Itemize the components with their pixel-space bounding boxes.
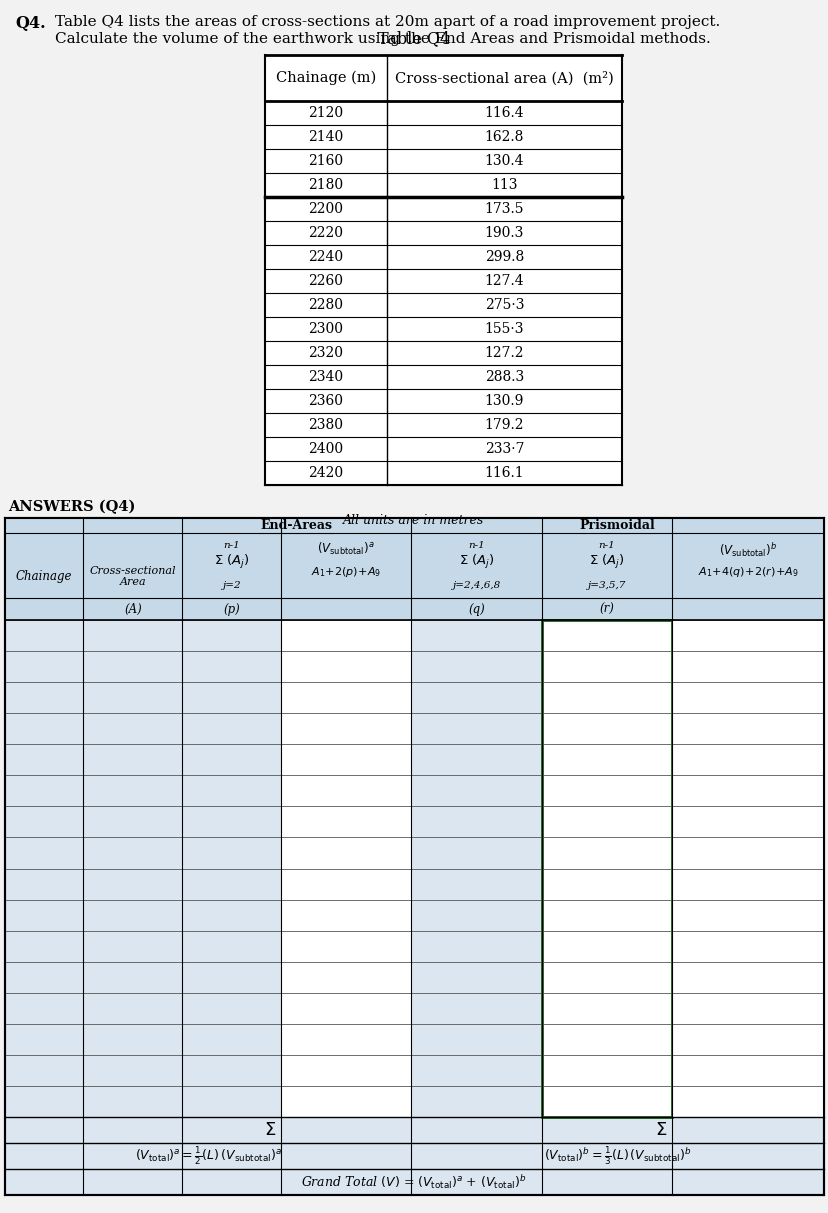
Text: 2120: 2120 bbox=[308, 106, 343, 120]
Text: All units are in metres: All units are in metres bbox=[343, 514, 484, 526]
Text: $(V_{\rm subtotal})^b$: $(V_{\rm subtotal})^b$ bbox=[718, 541, 776, 559]
Text: 130.9: 130.9 bbox=[484, 394, 523, 408]
Text: 162.8: 162.8 bbox=[484, 130, 523, 144]
Text: 2280: 2280 bbox=[308, 298, 343, 312]
Text: 2220: 2220 bbox=[308, 226, 343, 240]
Text: j=3,5,7: j=3,5,7 bbox=[587, 581, 625, 590]
Bar bbox=[281, 620, 411, 1117]
Text: Chainage (m): Chainage (m) bbox=[276, 70, 376, 85]
Text: 2140: 2140 bbox=[308, 130, 344, 144]
Text: 116.1: 116.1 bbox=[484, 466, 523, 480]
Text: $(V_{\rm total})^b = \frac{1}{3}(L)\,(V_{\rm subtotal})^b$: $(V_{\rm total})^b = \frac{1}{3}(L)\,(V_… bbox=[543, 1145, 691, 1167]
Text: 116.4: 116.4 bbox=[484, 106, 523, 120]
Bar bbox=[5, 518, 823, 1195]
Text: (A): (A) bbox=[124, 603, 142, 615]
Text: 130.4: 130.4 bbox=[484, 154, 523, 167]
Text: $\Sigma\ (A_j)$: $\Sigma\ (A_j)$ bbox=[458, 553, 494, 571]
Text: $\Sigma\ (A_j)$: $\Sigma\ (A_j)$ bbox=[588, 553, 624, 571]
Text: 2160: 2160 bbox=[308, 154, 343, 167]
Text: $A_1\!+\!4(q)\!+\!2(r)\!+\!A_9$: $A_1\!+\!4(q)\!+\!2(r)\!+\!A_9$ bbox=[697, 565, 797, 579]
Text: $\Sigma$: $\Sigma$ bbox=[263, 1121, 276, 1139]
Text: $\Sigma$: $\Sigma$ bbox=[654, 1121, 667, 1139]
Text: 2420: 2420 bbox=[308, 466, 343, 480]
Text: (p): (p) bbox=[223, 603, 240, 615]
Text: 179.2: 179.2 bbox=[484, 418, 523, 432]
Text: $(V_{\rm total})^a = \frac{1}{2}(L)\,(V_{\rm subtotal})^a$: $(V_{\rm total})^a = \frac{1}{2}(L)\,(V_… bbox=[135, 1145, 282, 1167]
Text: 173.5: 173.5 bbox=[484, 203, 523, 216]
Text: 288.3: 288.3 bbox=[484, 370, 523, 385]
Text: 233·7: 233·7 bbox=[484, 442, 523, 456]
Text: 113: 113 bbox=[491, 178, 518, 192]
Text: Table Q4: Table Q4 bbox=[378, 30, 450, 47]
Text: (q): (q) bbox=[468, 603, 484, 615]
Text: 275·3: 275·3 bbox=[484, 298, 523, 312]
Text: n-1: n-1 bbox=[598, 541, 614, 549]
Bar bbox=[672, 620, 823, 1117]
Text: Grand Total $(V)$ = $(V_{\rm total})^a$ + $(V_{\rm total})^b$: Grand Total $(V)$ = $(V_{\rm total})^a$ … bbox=[301, 1173, 526, 1191]
Text: End-Areas: End-Areas bbox=[261, 519, 333, 533]
Text: 127.4: 127.4 bbox=[484, 274, 523, 287]
Text: 2360: 2360 bbox=[308, 394, 343, 408]
Bar bbox=[265, 55, 621, 485]
Text: j=2: j=2 bbox=[222, 581, 241, 590]
Text: Cross-sectional area (A)  (m²): Cross-sectional area (A) (m²) bbox=[395, 70, 614, 85]
Text: Q4.: Q4. bbox=[15, 15, 46, 32]
Text: 2380: 2380 bbox=[308, 418, 343, 432]
Bar bbox=[5, 518, 823, 620]
Text: 127.2: 127.2 bbox=[484, 346, 523, 360]
Text: $(V_{\rm subtotal})^a$: $(V_{\rm subtotal})^a$ bbox=[317, 541, 375, 557]
Text: ANSWERS (Q4): ANSWERS (Q4) bbox=[8, 500, 135, 514]
Text: 2260: 2260 bbox=[308, 274, 343, 287]
Text: Cross-sectional
Area: Cross-sectional Area bbox=[89, 565, 176, 587]
Text: Table Q4 lists the areas of cross-sections at 20m apart of a road improvement pr: Table Q4 lists the areas of cross-sectio… bbox=[55, 15, 720, 29]
Text: 2180: 2180 bbox=[308, 178, 343, 192]
Text: 2320: 2320 bbox=[308, 346, 343, 360]
Text: $A_1\!+\!2(p)\!+\!A_9$: $A_1\!+\!2(p)\!+\!A_9$ bbox=[310, 565, 381, 579]
Text: 2200: 2200 bbox=[308, 203, 343, 216]
Text: Prismoidal: Prismoidal bbox=[579, 519, 655, 533]
Text: n-1: n-1 bbox=[223, 541, 240, 549]
Text: 155·3: 155·3 bbox=[484, 321, 523, 336]
Text: 2400: 2400 bbox=[308, 442, 343, 456]
Text: Chainage: Chainage bbox=[16, 570, 72, 583]
Bar bbox=[542, 620, 672, 1117]
Text: 299.8: 299.8 bbox=[484, 250, 523, 264]
Text: j=2,4,6,8: j=2,4,6,8 bbox=[452, 581, 500, 590]
Text: n-1: n-1 bbox=[468, 541, 484, 549]
Text: 2340: 2340 bbox=[308, 370, 343, 385]
Text: Calculate the volume of the earthwork using the End Areas and Prismoidal methods: Calculate the volume of the earthwork us… bbox=[55, 32, 710, 46]
Text: 190.3: 190.3 bbox=[484, 226, 523, 240]
Text: (r): (r) bbox=[599, 603, 614, 615]
Text: 2240: 2240 bbox=[308, 250, 343, 264]
Text: $\Sigma\ (A_j)$: $\Sigma\ (A_j)$ bbox=[214, 553, 249, 571]
Text: 2300: 2300 bbox=[308, 321, 343, 336]
